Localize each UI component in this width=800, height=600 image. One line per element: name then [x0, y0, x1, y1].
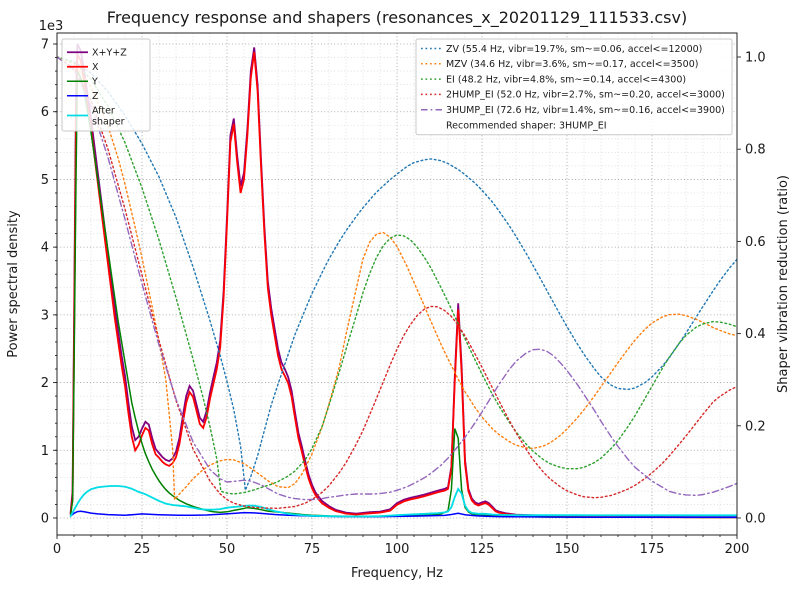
y-left-tick-label: 7: [41, 38, 49, 53]
series-layer: [57, 43, 737, 519]
shaper-legend-box: [415, 38, 733, 136]
y-right-tick-label: 0.0: [745, 512, 766, 527]
y-right-tick-label: 0.6: [745, 235, 766, 250]
shaper-legend-label: EI (48.2 Hz, vibr=4.8%, sm~=0.14, accel<…: [446, 74, 686, 85]
y-left-tick-label: 5: [41, 173, 49, 188]
recommended-shaper-note: Recommended shaper: 3HUMP_EI: [446, 120, 607, 131]
series-ei: [57, 56, 737, 495]
y-right-tick-label: 1.0: [745, 51, 766, 66]
series-2hump_ei: [57, 56, 737, 510]
x-tick-label: 200: [725, 542, 750, 557]
y-axis-right-label: Shaper vibration reduction (ratio): [776, 175, 791, 393]
y-axis-left-label: Power spectral density: [6, 210, 21, 358]
series-mzv: [57, 56, 737, 502]
y-right-tick-label: 0.8: [745, 143, 766, 158]
x-tick-label: 125: [470, 542, 495, 557]
psd-legend-box: [61, 38, 151, 132]
series-zv: [57, 56, 737, 491]
series-after-shaper: [69, 485, 737, 518]
shaper-legend-label: 3HUMP_EI (72.6 Hz, vibr=1.4%, sm~=0.16, …: [446, 105, 725, 116]
axis-offset-text: 1e3: [39, 19, 64, 34]
axes-ticks: 0 25 50 75 100 125 150 175 200 0 1 2 3 4 5 6 7 0.0 0.2 0.4 0…: [41, 38, 766, 558]
shaper-legend-label: 2HUMP_EI (52.0 Hz, vibr=2.7%, sm~=0.20, …: [446, 90, 725, 101]
y-left-tick-label: 1: [41, 444, 49, 459]
x-tick-label: 75: [304, 542, 321, 557]
psd-legend-label: X: [92, 62, 99, 73]
y-right-tick-label: 0.4: [745, 327, 766, 342]
y-right-tick-label: 0.2: [745, 419, 766, 434]
x-tick-label: 150: [555, 542, 580, 557]
psd-legend-label: shaper: [92, 116, 125, 127]
psd-legend-label: Y: [91, 77, 98, 88]
psd-legend-label: Z: [92, 91, 99, 102]
x-tick-label: 50: [219, 542, 236, 557]
y-left-tick-label: 0: [41, 512, 49, 527]
y-left-tick-label: 4: [41, 241, 49, 256]
psd-legend-label: X+Y+Z: [92, 48, 127, 59]
y-left-tick-label: 2: [41, 376, 49, 391]
series-3hump_ei: [57, 56, 737, 501]
shaper-legend-rows: ZV (55.4 Hz, vibr=19.7%, sm~=0.06, accel…: [421, 44, 725, 131]
x-tick-label: 175: [640, 542, 665, 557]
psd-legend-label: After: [92, 105, 115, 116]
y-left-tick-label: 6: [41, 105, 49, 120]
shaper-legend-label: ZV (55.4 Hz, vibr=19.7%, sm~=0.06, accel…: [446, 44, 702, 55]
x-tick-label: 100: [385, 542, 410, 557]
x-tick-label: 0: [53, 542, 61, 557]
series-z: [69, 510, 737, 519]
x-tick-label: 25: [134, 542, 151, 557]
y-left-tick-label: 3: [41, 308, 49, 323]
shaper-legend: ZV (55.4 Hz, vibr=19.7%, sm~=0.06, accel…: [415, 38, 733, 136]
series-x: [69, 51, 737, 519]
shaper-legend-label: MZV (34.6 Hz, vibr=3.6%, sm~=0.17, accel…: [446, 59, 698, 70]
chart-title: Frequency response and shapers (resonanc…: [107, 8, 687, 28]
x-axis-label: Frequency, Hz: [351, 566, 443, 581]
